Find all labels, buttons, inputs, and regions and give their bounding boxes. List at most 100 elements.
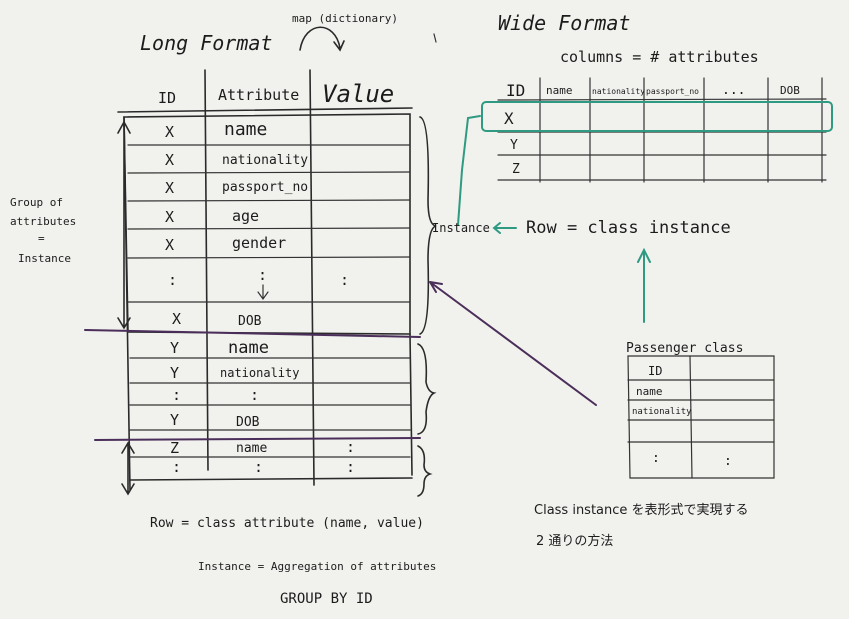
row-class-attribute-note: Row = class attribute (name, value) xyxy=(150,516,424,531)
wide-header-id: ID xyxy=(506,81,525,100)
group-note-line: Instance xyxy=(18,252,71,265)
row-value: : xyxy=(340,271,349,289)
wide-header-ellipsis: ... xyxy=(722,83,745,98)
row-id: : xyxy=(168,271,177,289)
wide-format-title: Wide Format xyxy=(498,11,630,35)
instance-aggregation-note: Instance = Aggregation of attributes xyxy=(198,560,436,573)
long-header-attribute: Attribute xyxy=(218,86,299,104)
row-id: Y xyxy=(170,364,179,382)
wide-header-dob: DOB xyxy=(780,84,800,97)
table-row: X name xyxy=(165,119,267,141)
long-format-header: ID Attribute Value xyxy=(158,80,394,108)
class-row-left: : xyxy=(652,451,660,466)
long-header-id: ID xyxy=(158,89,176,107)
long-header-value: Value xyxy=(322,80,394,108)
group-note-line: attributes xyxy=(10,215,76,228)
class-row-right: : xyxy=(724,454,732,469)
passenger-class-table xyxy=(627,355,775,479)
table-row: X passport_no xyxy=(165,179,308,197)
wide-header-passport: passport_no xyxy=(646,87,699,96)
x-group-brace xyxy=(419,116,437,335)
row-attribute: DOB xyxy=(238,314,262,329)
row-id: X xyxy=(165,151,174,169)
class-row-left: ID xyxy=(648,364,662,378)
ellipsis-down-arrow xyxy=(257,284,269,301)
table-row: X nationality xyxy=(165,151,308,169)
wide-header-name: name xyxy=(546,84,573,97)
table-row: : : xyxy=(172,386,259,404)
table-row: Y name xyxy=(170,338,269,358)
wide-format-header: ID name nationality passport_no ... DOB xyxy=(506,81,800,100)
instance-left-arrow xyxy=(492,222,517,234)
table-row: : : : xyxy=(172,458,355,476)
table-row: Z name : xyxy=(170,438,355,457)
long-row-rules xyxy=(127,144,411,458)
row-id: X xyxy=(165,236,174,254)
row-attribute: : xyxy=(250,386,259,404)
row-value: : xyxy=(346,438,355,456)
long-bottom-rule xyxy=(129,477,413,481)
row-id: Y xyxy=(170,411,179,429)
row-id: X xyxy=(165,179,174,197)
x-group-span-arrow xyxy=(117,120,131,330)
class-row-left: nationality xyxy=(632,407,692,417)
group-note-line: Group of xyxy=(10,196,63,209)
long-right-outer xyxy=(409,333,413,476)
row-attribute: passport_no xyxy=(222,180,308,195)
group-separator-y-z xyxy=(94,437,421,441)
stray-mark xyxy=(433,33,437,43)
row-attribute: name xyxy=(224,119,267,140)
wide-row-id: X xyxy=(504,109,514,128)
z-group-brace xyxy=(417,445,433,497)
table-row: Y nationality xyxy=(170,364,299,382)
table-row: X gender xyxy=(165,234,286,254)
row-attribute: name xyxy=(236,441,267,456)
row-attribute: gender xyxy=(232,234,286,252)
y-group-brace xyxy=(417,343,437,435)
table-row: Y DOB xyxy=(170,411,260,430)
group-note-line: = xyxy=(38,232,45,245)
group-by-id-note: GROUP BY ID xyxy=(280,591,373,607)
row-attribute: : xyxy=(258,266,267,284)
passenger-class-title: Passenger class xyxy=(626,341,743,356)
purple-connector-line xyxy=(429,281,597,406)
row-attribute: : xyxy=(254,458,263,476)
long-left-outer xyxy=(123,116,131,491)
wide-row-id: Z xyxy=(512,162,520,177)
map-dictionary-label: map (dictionary) xyxy=(292,12,398,25)
instance-label: Instance xyxy=(432,221,490,235)
passenger-class-rows: ID name nationality : : xyxy=(632,364,732,469)
row-id: X xyxy=(172,310,181,328)
japanese-note-line-1: Class instance を表形式で実現する xyxy=(534,502,749,518)
row-id: : xyxy=(172,386,181,404)
instance-teal-bracket xyxy=(457,115,481,226)
row-id: Z xyxy=(170,439,179,457)
japanese-note-line-2: 2 通りの方法 xyxy=(536,533,613,549)
z-group-span-arrow xyxy=(121,441,135,496)
wide-header-nationality: nationality xyxy=(592,87,645,96)
group-of-attributes-note: Group of attributes = Instance xyxy=(10,196,76,265)
wide-x-row-highlight xyxy=(481,101,833,132)
long-col-line-1 xyxy=(204,69,209,471)
group-separator-x-y xyxy=(84,329,421,338)
row-id: : xyxy=(172,458,181,476)
row-id: X xyxy=(165,208,174,226)
row-attribute: nationality xyxy=(222,153,308,168)
row-attribute: DOB xyxy=(236,415,260,430)
row-attribute: nationality xyxy=(220,366,299,380)
long-col-line-2 xyxy=(309,69,315,486)
map-curved-arrow xyxy=(299,26,345,52)
row-id: X xyxy=(165,123,174,141)
long-format-title: Long Format xyxy=(140,31,272,55)
wide-row-id: Y xyxy=(510,138,518,153)
long-format-rows: X name X nationality X passport_no X age… xyxy=(165,119,355,476)
table-row: X age xyxy=(165,207,259,226)
table-row: X DOB xyxy=(172,310,262,329)
row-class-instance-note: Row = class instance xyxy=(526,218,731,238)
wide-format-rows: X Y Z xyxy=(504,109,520,177)
long-table-header-rule xyxy=(117,107,413,113)
row-id: Y xyxy=(170,339,179,357)
table-row: : : : xyxy=(168,266,349,289)
row-attribute: name xyxy=(228,338,269,358)
